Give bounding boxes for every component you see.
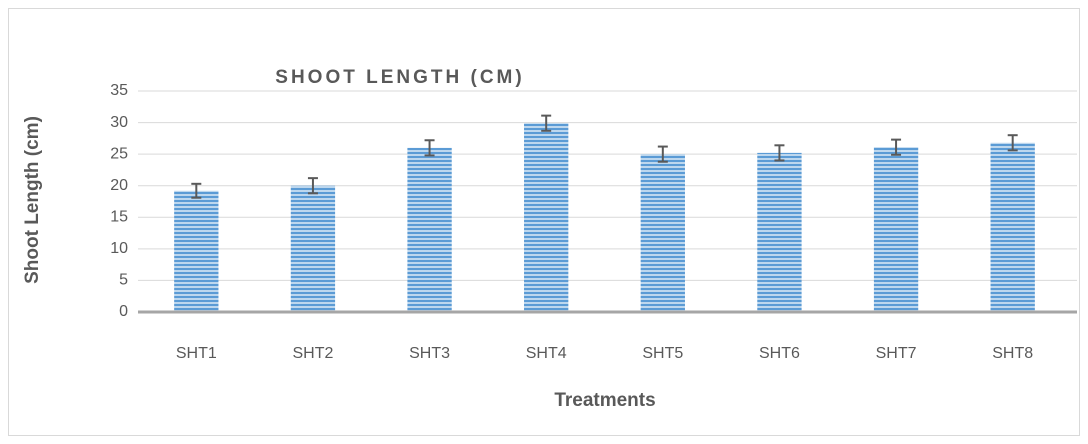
y-tick-label: 5 bbox=[119, 272, 128, 289]
bar bbox=[990, 142, 1035, 312]
bar bbox=[640, 154, 685, 312]
y-tick-label: 20 bbox=[110, 177, 128, 194]
error-bar bbox=[774, 144, 785, 162]
error-bar bbox=[541, 114, 552, 132]
x-tick-label: SHT8 bbox=[992, 345, 1033, 362]
bar bbox=[407, 147, 452, 312]
x-tick-label: SHT2 bbox=[292, 345, 333, 362]
error-bar bbox=[1007, 134, 1018, 152]
error-bar bbox=[307, 177, 318, 195]
x-tick-label: SHT3 bbox=[409, 345, 450, 362]
error-bar bbox=[657, 145, 668, 163]
error-bar bbox=[191, 182, 202, 199]
bar bbox=[174, 190, 219, 312]
bar bbox=[524, 123, 569, 313]
chart-title: SHOOT LENGTH (CM) bbox=[275, 67, 524, 88]
x-tick-label: SHT5 bbox=[642, 345, 683, 362]
x-axis-label: Treatments bbox=[554, 390, 655, 411]
y-tick-label: 0 bbox=[119, 303, 128, 320]
bar bbox=[873, 147, 919, 312]
bar bbox=[290, 185, 336, 312]
y-tick-label: 30 bbox=[110, 114, 128, 131]
x-tick-label: SHT6 bbox=[759, 345, 800, 362]
x-tick-label: SHT4 bbox=[526, 345, 567, 362]
x-tick-label: SHT7 bbox=[876, 345, 917, 362]
error-bar bbox=[424, 139, 435, 157]
x-tick-label: SHT1 bbox=[176, 345, 217, 362]
y-tick-label: 35 bbox=[110, 82, 128, 99]
y-axis-label: Shoot Length (cm) bbox=[22, 116, 43, 284]
bar bbox=[757, 152, 802, 312]
y-tick-label: 15 bbox=[110, 209, 128, 226]
error-bar bbox=[891, 138, 902, 156]
y-tick-label: 25 bbox=[110, 145, 128, 162]
y-tick-label: 10 bbox=[110, 240, 128, 257]
